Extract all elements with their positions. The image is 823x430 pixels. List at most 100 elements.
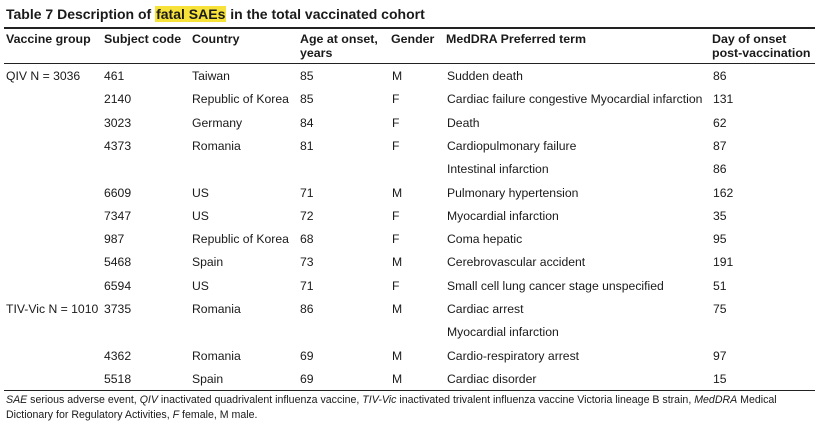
cell-age: 73 <box>300 255 314 270</box>
cell-subject: 7347 <box>104 208 132 223</box>
cell-gender: M <box>392 185 403 200</box>
cell-subject: 461 <box>104 69 125 83</box>
cell-day: 87 <box>713 138 727 153</box>
cell-day: 86 <box>713 69 727 83</box>
cell-term: Cardiac failure congestive Myocardial in… <box>447 92 703 107</box>
cell-term: Myocardial infarction <box>447 208 559 223</box>
top-rule <box>4 27 815 29</box>
cell-day: 51 <box>713 278 727 293</box>
cell-subject: 6594 <box>104 278 132 293</box>
footnote-meddra-def: Medical Dictionary for Regulatory Activi… <box>6 394 777 421</box>
cell-term: Pulmonary hypertension <box>447 185 579 200</box>
cell-gender: M <box>392 348 403 363</box>
cell-age: 86 <box>300 302 314 316</box>
cell-country: Spain <box>192 255 224 270</box>
cell-term: Myocardial infarction <box>447 325 559 340</box>
header-country: Country <box>192 32 240 46</box>
footnote-meddra-abbr: MedDRA <box>694 394 738 406</box>
cell-country: Spain <box>192 371 224 386</box>
cell-age: 69 <box>300 348 314 363</box>
footnote-tiv-abbr: TIV-Vic <box>362 394 397 406</box>
header-rule <box>4 63 815 64</box>
cell-country: Taiwan <box>192 69 230 83</box>
cell-day: 35 <box>713 208 727 223</box>
cell-term: Death <box>447 115 480 130</box>
cell-country: Romania <box>192 138 241 153</box>
cell-country: US <box>192 185 209 200</box>
cell-country: US <box>192 278 209 293</box>
footnote-qiv-def: inactivated quadrivalent influenza vacci… <box>157 394 363 406</box>
cell-gender: F <box>392 92 400 107</box>
title-highlight: fatal SAEs <box>155 6 227 22</box>
table-footnote: SAE serious adverse event, QIV inactivat… <box>6 393 816 422</box>
cell-age: 71 <box>300 278 314 293</box>
cell-term: Small cell lung cancer stage unspecified <box>447 278 664 293</box>
cell-day: 131 <box>713 92 734 107</box>
cell-age: 69 <box>300 371 314 386</box>
cell-subject: 5518 <box>104 371 132 386</box>
cell-subject: 3023 <box>104 115 132 130</box>
cell-gender: M <box>392 69 403 83</box>
cell-gender: F <box>392 138 400 153</box>
cell-subject: 2140 <box>104 92 132 107</box>
cell-subject: 3735 <box>104 302 132 316</box>
cell-day: 75 <box>713 302 727 316</box>
cell-subject: 987 <box>104 232 125 247</box>
header-meddra-term: MedDRA Preferred term <box>446 32 587 46</box>
cell-subject: 5468 <box>104 255 132 270</box>
footnote-sae-abbr: SAE <box>6 394 28 406</box>
cell-gender: M <box>392 371 403 386</box>
footnote-sae-def: serious adverse event, <box>27 394 140 406</box>
cell-subject: 4362 <box>104 348 132 363</box>
cell-term: Sudden death <box>447 69 523 83</box>
footnote-qiv-abbr: QIV <box>139 394 158 406</box>
cell-gender: M <box>392 255 403 270</box>
table-title: Table 7 Description of fatal SAEs in the… <box>6 6 425 22</box>
cell-age: 85 <box>300 92 314 107</box>
cell-gender: F <box>392 232 400 247</box>
cell-country: Romania <box>192 348 241 363</box>
cell-term: Cardio-respiratory arrest <box>447 348 580 363</box>
header-age-line2: years <box>300 46 333 60</box>
cell-country: Republic of Korea <box>192 232 289 247</box>
cell-age: 85 <box>300 69 314 83</box>
cell-group: QIV N = 3036 <box>6 69 81 83</box>
cell-day: 97 <box>713 348 727 363</box>
cell-gender: M <box>392 302 403 316</box>
cell-gender: F <box>392 278 400 293</box>
header-day-line2: post-vaccination <box>712 46 811 60</box>
cell-day: 86 <box>713 162 727 177</box>
cell-term: Cardiac disorder <box>447 371 537 386</box>
cell-day: 15 <box>713 371 727 386</box>
footnote-f-abbr: F <box>172 408 180 421</box>
cell-term: Intestinal infarction <box>447 162 549 177</box>
cell-day: 62 <box>713 115 727 130</box>
cell-day: 191 <box>713 255 734 270</box>
cell-day: 162 <box>713 185 734 200</box>
cell-country: Germany <box>192 115 243 130</box>
title-suffix: in the total vaccinated cohort <box>226 6 425 22</box>
header-age-line1: Age at onset, <box>300 32 378 46</box>
header-gender: Gender <box>391 32 435 46</box>
bottom-rule <box>4 390 815 391</box>
cell-country: US <box>192 208 209 223</box>
cell-term: Cardiopulmonary failure <box>447 138 577 153</box>
title-prefix: Table 7 Description of <box>6 6 156 22</box>
header-day-of-onset: Day of onset post-vaccination <box>712 32 810 60</box>
header-vaccine-group: Vaccine group <box>6 32 91 46</box>
cell-age: 71 <box>300 185 314 200</box>
cell-gender: F <box>392 115 400 130</box>
cell-day: 95 <box>713 232 727 247</box>
cell-country: Republic of Korea <box>192 92 289 107</box>
cell-term: Cardiac arrest <box>447 302 524 316</box>
cell-country: Romania <box>192 302 241 316</box>
header-day-line1: Day of onset <box>712 32 787 46</box>
cell-subject: 6609 <box>104 185 132 200</box>
cell-group: TIV-Vic N = 1010 <box>6 302 99 316</box>
footnote-tiv-def: inactivated trivalent influenza vaccine … <box>396 394 695 406</box>
header-age: Age at onset, years <box>300 32 378 60</box>
cell-subject: 4373 <box>104 138 132 153</box>
header-subject-code: Subject code <box>104 32 182 46</box>
cell-age: 68 <box>300 232 314 247</box>
cell-gender: F <box>392 208 400 223</box>
